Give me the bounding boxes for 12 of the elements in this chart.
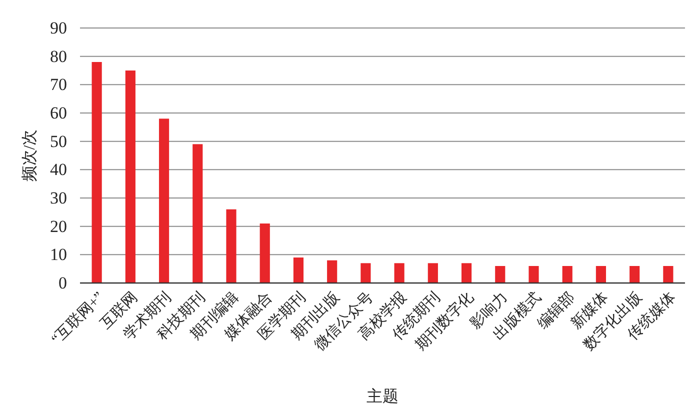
y-tick-label: 70 (50, 75, 67, 94)
y-tick-label: 50 (50, 132, 67, 151)
y-tick-label: 0 (58, 274, 67, 292)
y-tick-label: 40 (50, 160, 67, 180)
y-tick-label: 20 (50, 216, 67, 236)
y-tick-label: 90 (50, 18, 67, 38)
y-tick-label: 30 (50, 188, 67, 208)
y-tick-label: 10 (50, 245, 67, 264)
y-axis-title: 频次/次 (22, 129, 38, 182)
y-tick-label: 80 (50, 46, 67, 66)
x-axis-title: 主题 (366, 388, 398, 406)
y-tick-label: 60 (50, 104, 67, 122)
